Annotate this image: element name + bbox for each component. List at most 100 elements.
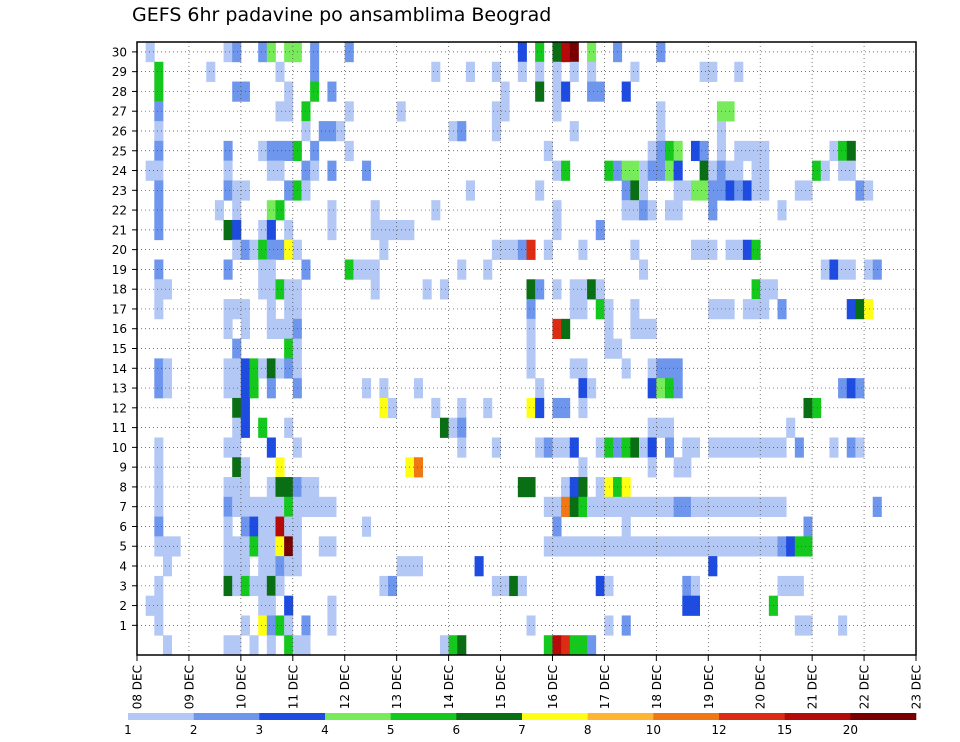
heatmap-cell <box>552 200 562 221</box>
heatmap-cell <box>699 496 709 517</box>
heatmap-cell <box>552 42 562 63</box>
heatmap-cell <box>327 496 337 517</box>
x-tick-label: 09 DEC <box>182 665 196 709</box>
heatmap-cell <box>491 121 501 142</box>
legend-level-label: 8 <box>584 723 592 737</box>
heatmap-cell <box>595 575 605 597</box>
heatmap-cell <box>846 437 856 458</box>
heatmap-cell <box>682 595 692 616</box>
heatmap-cell <box>223 635 233 656</box>
heatmap-cell <box>154 299 164 320</box>
heatmap-cell <box>734 536 744 557</box>
heatmap-cell <box>552 219 562 241</box>
heatmap-cell <box>673 358 683 379</box>
heatmap-cell <box>708 536 718 557</box>
heatmap-cell <box>223 318 233 340</box>
y-tick-label: 29 <box>112 65 127 79</box>
heatmap-cell <box>725 180 735 201</box>
heatmap-cell <box>639 318 649 340</box>
heatmap-cell <box>223 180 233 201</box>
heatmap-cell <box>682 496 692 517</box>
heatmap-cell <box>630 299 640 320</box>
heatmap-cell <box>422 279 432 300</box>
heatmap-cell <box>543 536 553 557</box>
heatmap-cell <box>310 140 320 162</box>
heatmap-cell <box>154 160 164 181</box>
heatmap-cell <box>223 516 233 537</box>
heatmap-cell <box>552 397 562 419</box>
heatmap-cell <box>206 61 216 82</box>
heatmap-cell <box>439 417 449 438</box>
heatmap-cell <box>647 437 657 458</box>
y-tick-label: 5 <box>119 540 127 554</box>
heatmap-cell <box>838 378 848 399</box>
heatmap-cell <box>266 477 276 498</box>
heatmap-cell <box>604 338 614 359</box>
heatmap-cell <box>284 299 294 320</box>
heatmap-cell <box>284 496 294 517</box>
heatmap-cell <box>803 180 813 201</box>
heatmap-cell <box>725 299 735 320</box>
heatmap-cell <box>154 615 164 636</box>
heatmap-cell <box>379 378 389 399</box>
heatmap-cell <box>388 219 398 241</box>
heatmap-cell <box>413 378 424 399</box>
heatmap-cell <box>604 160 614 181</box>
heatmap-cell <box>258 536 268 557</box>
heatmap-cell <box>569 279 579 300</box>
heatmap-cell <box>630 437 640 458</box>
heatmap-cell <box>284 417 294 438</box>
legend-level-label: 3 <box>256 723 264 737</box>
heatmap-cell <box>734 180 744 201</box>
heatmap-cell <box>656 101 666 122</box>
heatmap-cell <box>742 140 752 162</box>
heatmap-cell <box>734 239 744 260</box>
heatmap-cell <box>327 200 337 221</box>
heatmap-cell <box>154 378 164 399</box>
x-tick-label: 12 DEC <box>338 665 352 709</box>
heatmap-cell <box>742 180 752 201</box>
heatmap-cell <box>284 516 294 537</box>
heatmap-cell <box>751 160 761 181</box>
heatmap-cell <box>699 160 709 181</box>
heatmap-cell <box>846 140 856 162</box>
heatmap-cell <box>517 61 527 82</box>
heatmap-cell <box>777 437 787 458</box>
heatmap-cell <box>760 496 770 517</box>
legend-swatch <box>390 713 457 720</box>
heatmap-cell <box>491 239 501 260</box>
heatmap-cell <box>266 536 276 557</box>
heatmap-cell <box>284 556 294 577</box>
heatmap-cell <box>621 358 631 379</box>
heatmap-cell <box>794 615 804 636</box>
heatmap-cell <box>699 61 709 82</box>
heatmap-cell <box>370 279 380 300</box>
heatmap-cell <box>232 556 242 577</box>
heatmap-cell <box>362 516 372 537</box>
heatmap-cell <box>154 61 164 82</box>
heatmap-cell <box>448 635 458 656</box>
heatmap-cell <box>275 160 285 181</box>
heatmap-cell <box>232 477 242 498</box>
heatmap-cell <box>249 378 259 399</box>
heatmap-cell <box>864 180 874 201</box>
heatmap-cell <box>526 477 536 498</box>
heatmap-cell <box>526 279 536 300</box>
heatmap-cell <box>760 299 770 320</box>
heatmap-cell <box>362 378 372 399</box>
heatmap-cell <box>578 477 588 498</box>
heatmap-cell <box>855 437 865 458</box>
heatmap-cell <box>266 239 276 260</box>
heatmap-cell <box>734 496 744 517</box>
heatmap-cell <box>258 239 268 260</box>
heatmap-cell <box>647 496 657 517</box>
heatmap-cell <box>232 457 242 478</box>
y-tick-label: 7 <box>119 500 127 514</box>
heatmap-cell <box>604 536 614 557</box>
heatmap-cell <box>526 299 536 320</box>
y-tick-label: 25 <box>112 144 127 158</box>
heatmap-cell <box>266 160 276 181</box>
heatmap-cell <box>734 140 744 162</box>
heatmap-cell <box>465 180 475 201</box>
